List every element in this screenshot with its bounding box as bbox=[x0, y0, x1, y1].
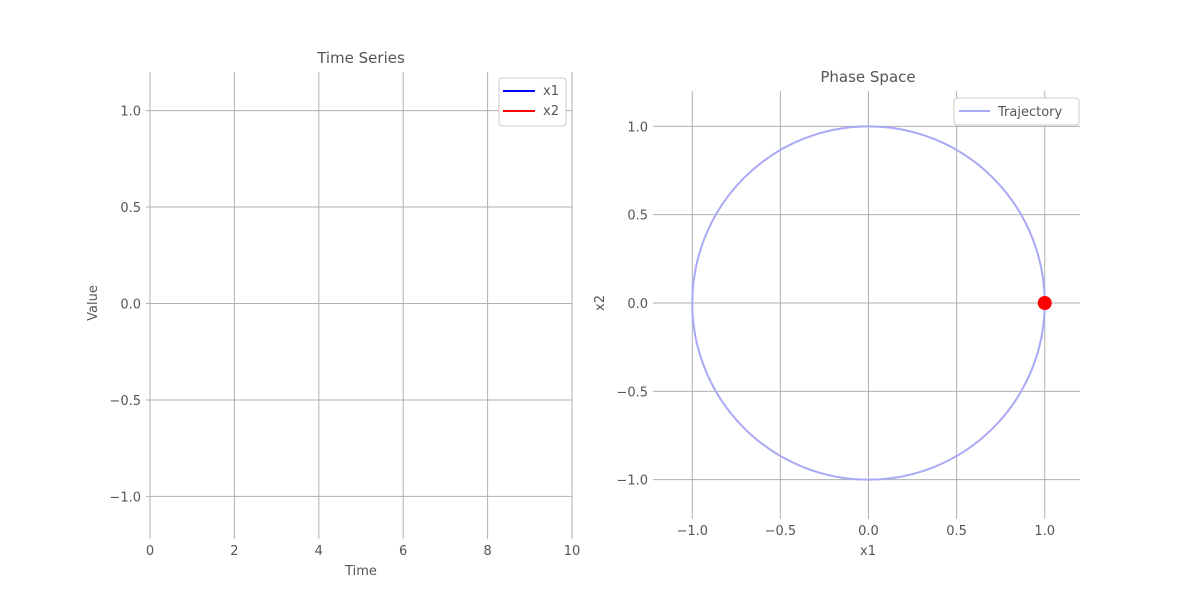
time-series-y-tick-label: 0.0 bbox=[120, 298, 141, 313]
time-series-grid bbox=[149, 72, 573, 535]
time-series-legend: x1 x2 bbox=[498, 77, 567, 127]
phase-space-y-tick-label: 0.0 bbox=[627, 297, 648, 312]
time-series-y-tick-label: −1.0 bbox=[109, 490, 141, 505]
time-series-y-label: Value bbox=[86, 285, 101, 321]
time-series-x-tick-label: 8 bbox=[483, 544, 491, 559]
phase-space-x-tick-label: 0.0 bbox=[858, 524, 879, 539]
phase-space-y-tick-label: 1.0 bbox=[627, 120, 648, 135]
time-series-x-tick-label: 0 bbox=[146, 544, 154, 559]
phase-space-x-tick-label: 1.0 bbox=[1034, 524, 1055, 539]
phase-space-y-tick-label: 0.5 bbox=[627, 209, 648, 224]
time-series-title: Time Series bbox=[316, 49, 405, 67]
time-series-y-tick-label: −0.5 bbox=[109, 394, 141, 409]
phase-space-x-tick-label: −0.5 bbox=[765, 524, 797, 539]
time-series-ticks: 0 2 4 6 8 10 −1.0 −0.5 0.0 0.5 1.0 bbox=[109, 105, 580, 559]
legend-label-x1: x1 bbox=[543, 84, 559, 99]
phase-space-title: Phase Space bbox=[820, 68, 915, 86]
phase-space-legend: Trajectory bbox=[953, 97, 1080, 126]
time-series-y-tick-label: 0.5 bbox=[120, 201, 141, 216]
phase-space-y-label: x2 bbox=[593, 295, 608, 311]
phase-space-grid bbox=[657, 91, 1080, 515]
phase-space-legend-box bbox=[953, 97, 1080, 126]
legend-label-trajectory: Trajectory bbox=[997, 105, 1062, 120]
time-series-x-tick-label: 6 bbox=[399, 544, 407, 559]
phase-space-lines bbox=[691, 125, 1052, 481]
time-series-x-label: Time bbox=[344, 564, 377, 579]
time-series-y-tick-label: 1.0 bbox=[120, 105, 141, 120]
time-series-x-tick-label: 10 bbox=[564, 544, 581, 559]
phase-space-y-tick-label: −1.0 bbox=[616, 474, 648, 489]
legend-label-x2: x2 bbox=[543, 104, 559, 119]
phase-space-panel: −1.0 −0.5 0.0 0.5 1.0 −1.0 −0.5 0.0 0.5 1.0 Phase… bbox=[593, 68, 1080, 559]
phase-space-x-tick-label: 0.5 bbox=[946, 524, 967, 539]
time-series-panel: 0 2 4 6 8 10 −1.0 −0.5 0.0 0.5 1.0 Time Series Tim… bbox=[86, 49, 580, 579]
time-series-x-tick-label: 2 bbox=[230, 544, 238, 559]
phase-space-current-point bbox=[1037, 296, 1052, 310]
time-series-x-tick-label: 4 bbox=[315, 544, 323, 559]
phase-space-ticks: −1.0 −0.5 0.0 0.5 1.0 −1.0 −0.5 0.0 0.5 1.0 bbox=[616, 120, 1055, 539]
phase-space-x-label: x1 bbox=[860, 544, 876, 559]
phase-space-x-tick-label: −1.0 bbox=[676, 524, 708, 539]
phase-space-y-tick-label: −0.5 bbox=[616, 385, 648, 400]
